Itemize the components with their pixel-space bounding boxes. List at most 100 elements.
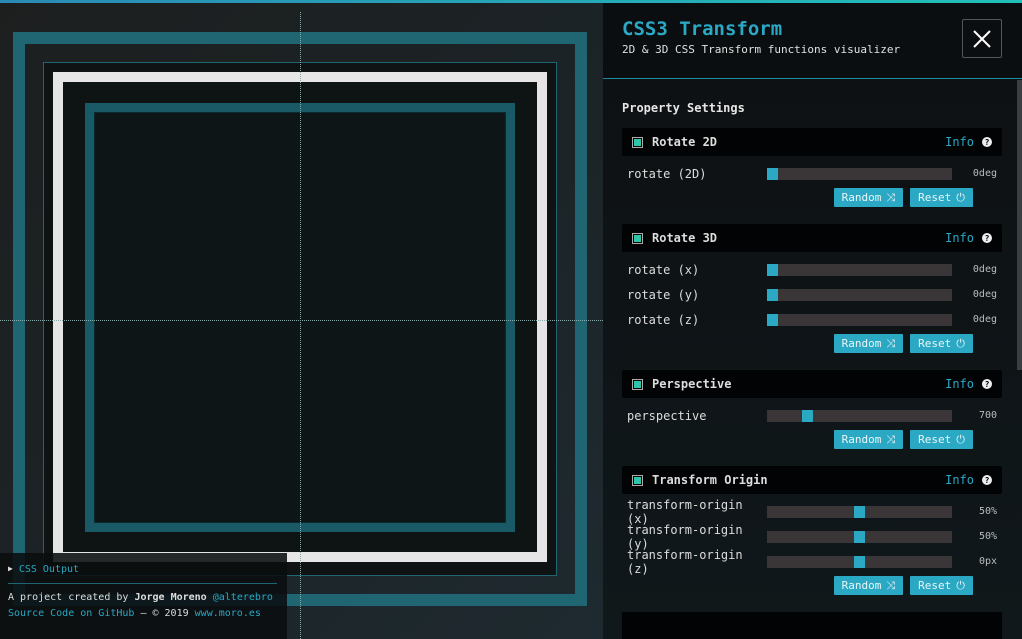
random-button[interactable]: Random ⤨ [833,576,904,595]
enable-checkbox[interactable] [632,474,643,486]
slider-value: 0px [978,556,997,567]
enable-checkbox[interactable] [632,232,643,244]
settings-title: Property Settings [622,101,745,115]
slider-row: transform-origin (z) 0px [622,547,1002,576]
app-title: CSS3 Transform [622,18,783,40]
slider-value: 50% [978,506,997,517]
shuffle-icon: ⤨ [886,190,896,204]
copyright: — © 2019 [134,608,195,619]
power-icon: ⏻ [956,190,965,204]
top-accent-bar [0,0,1022,3]
enable-checkbox[interactable] [632,136,643,148]
random-button[interactable]: Random ⤨ [833,334,904,353]
question-icon[interactable]: ? [982,475,992,485]
random-label: Random [841,337,882,350]
shuffle-icon: ⤨ [886,432,896,446]
slider-thumb[interactable] [767,313,778,326]
slider[interactable] [767,167,952,180]
section-perspective: Perspective Info ? perspective 700 Rando… [622,370,1002,466]
power-icon: ⏻ [956,578,965,592]
slider-label: rotate (y) [627,287,700,302]
site-link[interactable]: www.moro.es [194,608,261,619]
author: Jorge Moreno [134,592,207,603]
section-header: Transform Origin Info ? [622,466,1002,494]
reset-label: Reset [918,579,952,592]
slider-thumb[interactable] [801,409,813,422]
section-transform-origin: Transform Origin Info ? transform-origin… [622,466,1002,612]
slider-label: rotate (z) [627,312,700,327]
slider-value: 0deg [972,289,997,300]
slider-thumb[interactable] [854,530,865,543]
reset-button[interactable]: Reset ⏻ [910,188,973,207]
slider-label: transform-origin (z) [627,547,743,576]
close-button[interactable] [962,19,1002,58]
section-title: Transform Origin [652,473,768,487]
reset-button[interactable]: Reset ⏻ [910,334,973,353]
scrollbar[interactable] [1017,80,1022,370]
reset-button[interactable]: Reset ⏻ [910,576,973,595]
slider-label: rotate (2D) [627,166,707,181]
triangle-right-icon: ▶ [8,564,13,573]
info-link[interactable]: Info [945,377,974,391]
question-icon[interactable]: ? [982,379,992,389]
question-icon[interactable]: ? [982,137,992,147]
slider-value: 50% [978,531,997,542]
css-output-toggle[interactable]: ▶ CSS Output [8,564,279,575]
slider-value: 0deg [972,264,997,275]
close-icon [973,29,991,48]
reset-button[interactable]: Reset ⏻ [910,430,973,449]
shuffle-icon: ⤨ [886,336,896,350]
slider-thumb[interactable] [767,263,778,276]
slider-thumb[interactable] [767,167,778,180]
slider-row: rotate (z) 0deg [622,307,1002,332]
slider-label: transform-origin (y) [627,522,743,551]
slider-row: rotate (x) 0deg [622,257,1002,282]
settings-panel: CSS3 Transform 2D & 3D CSS Transform fun… [603,0,1022,639]
enable-checkbox[interactable] [632,378,643,390]
slider[interactable] [767,409,952,422]
reset-label: Reset [918,433,952,446]
info-link[interactable]: Info [945,473,974,487]
source-link[interactable]: Source Code on GitHub [8,608,135,619]
slider-thumb[interactable] [854,555,865,568]
section-header: Perspective Info ? [622,370,1002,398]
vertical-guide [300,12,301,639]
slider-row: rotate (2D) 0deg [622,161,1002,186]
footer: ▶ CSS Output A project created by Jorge M… [0,553,287,639]
info-link[interactable]: Info [945,231,974,245]
section-title: Rotate 2D [652,135,718,149]
slider-label: rotate (x) [627,262,700,277]
slider[interactable] [767,530,952,543]
power-icon: ⏻ [956,336,965,350]
question-icon[interactable]: ? [982,233,992,243]
slider[interactable] [767,288,952,301]
horizontal-guide [0,320,603,321]
slider-label: transform-origin (x) [627,497,743,526]
random-button[interactable]: Random ⤨ [833,188,904,207]
random-label: Random [841,579,882,592]
handle-link[interactable]: @alterebro [212,592,273,603]
slider[interactable] [767,505,952,518]
divider [8,583,277,584]
reset-label: Reset [918,337,952,350]
slider-row: rotate (y) 0deg [622,282,1002,307]
preview-stage: ▶ CSS Output A project created by Jorge M… [0,0,603,639]
slider[interactable] [767,555,952,568]
slider-thumb[interactable] [767,288,778,301]
slider-row: transform-origin (x) 50% [622,497,1002,526]
slider[interactable] [767,263,952,276]
info-link[interactable]: Info [945,135,974,149]
shuffle-icon: ⤨ [886,578,896,592]
slider-row: transform-origin (y) 50% [622,522,1002,551]
section-header: Rotate 3D Info ? [622,224,1002,252]
slider-row: perspective 700 [622,403,1002,428]
random-label: Random [841,191,882,204]
slider-value: 0deg [972,314,997,325]
slider[interactable] [767,313,952,326]
reset-label: Reset [918,191,952,204]
css-output-label: CSS Output [18,564,80,575]
random-button[interactable]: Random ⤨ [833,430,904,449]
slider-thumb[interactable] [854,505,865,518]
slider-label: perspective [627,408,707,423]
slider-value: 700 [978,410,997,421]
